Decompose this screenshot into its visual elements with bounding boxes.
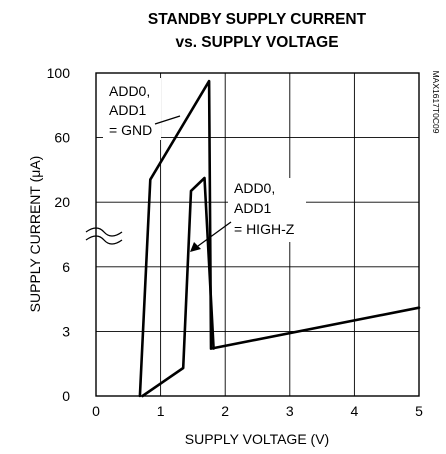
- y-tick-label-3: 3: [62, 323, 70, 339]
- y-axis-break: [85, 227, 123, 245]
- annotation-gnd-line-1: ADD0,: [109, 83, 150, 99]
- annotation-high-z-line-1: ADD0,: [234, 180, 275, 196]
- series-line-gnd: [138, 79, 421, 398]
- annotation-high-z-line-2: ADD1: [234, 200, 272, 216]
- x-axis-label: SUPPLY VOLTAGE (V): [185, 431, 329, 447]
- y-tick-label-100: 100: [47, 65, 71, 81]
- y-tick-label-60: 60: [54, 130, 70, 146]
- x-tick-label-1: 1: [157, 403, 165, 419]
- x-tick-label-3: 3: [286, 403, 294, 419]
- y-tick-labels: 0 3 6 20 60 100: [47, 65, 71, 404]
- x-tick-label-5: 5: [415, 403, 423, 419]
- y-tick-label-6: 6: [62, 259, 70, 275]
- y-axis-label: SUPPLY CURRENT (μA): [27, 156, 43, 313]
- x-tick-label-2: 2: [221, 403, 229, 419]
- x-tick-labels: 0 1 2 3 4 5: [92, 403, 423, 419]
- x-tick-label-0: 0: [92, 403, 100, 419]
- x-tick-label-4: 4: [351, 403, 359, 419]
- y-tick-label-0: 0: [62, 388, 70, 404]
- annotation-high-z: ADD0, ADD1 = HIGH-Z: [190, 178, 306, 252]
- annotation-high-z-line-3: = HIGH-Z: [234, 221, 295, 237]
- annotation-gnd-line-2: ADD1: [109, 102, 147, 118]
- chart-title-line-2: vs. SUPPLY VOLTAGE: [175, 34, 338, 51]
- annotation-high-z-arrow: [190, 242, 201, 252]
- y-tick-label-20: 20: [54, 194, 70, 210]
- series: [138, 79, 421, 398]
- chart-title-line-1: STANDBY SUPPLY CURRENT: [148, 11, 367, 28]
- annotation-gnd-line-3: = GND: [109, 122, 152, 138]
- series-line-high-z: [141, 176, 215, 398]
- plot-frame: [95, 72, 420, 397]
- annotation-gnd: ADD0, ADD1 = GND: [103, 78, 181, 140]
- part-number: MAX1617T0C09: [431, 71, 441, 134]
- annotation-gnd-leader: [154, 115, 181, 125]
- annotation-high-z-leader: [197, 221, 232, 247]
